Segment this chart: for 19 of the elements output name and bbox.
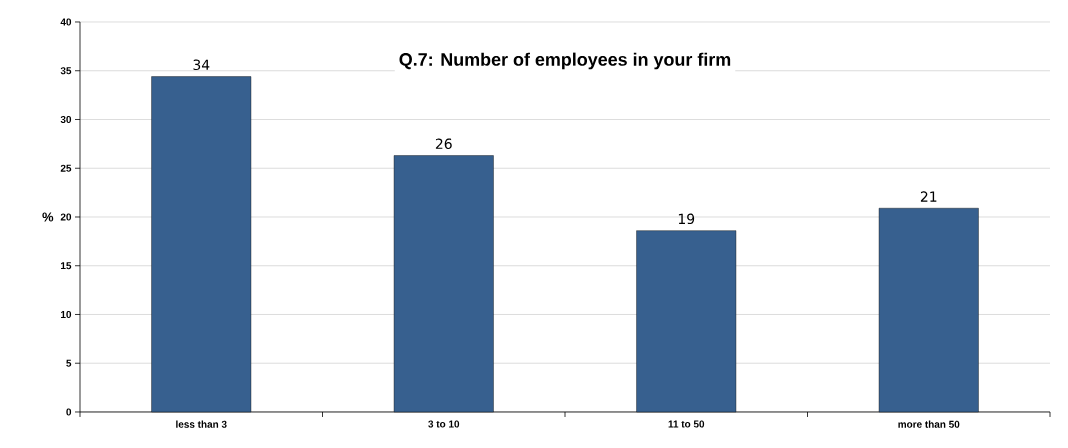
x-tick-label: more than 50 [898,420,960,428]
data-label: 19 [678,213,695,225]
text: Q.7: Number of employees in your firm [399,52,731,70]
y-tick-label: 20 [60,213,72,221]
data-label: 21 [920,191,937,202]
data-label: 26 [435,138,452,150]
y-tick-label: 15 [61,262,72,270]
y-axis-title: % [42,212,54,222]
y-tick-label: 40 [60,18,72,26]
x-tick-label: less than 3 [176,420,227,428]
x-tick-label: 11 to 50 [668,420,705,428]
y-tick-label: 35 [60,67,72,75]
y-tick-label: 10 [61,310,72,319]
x-tick-label: 3 to 10 [428,420,460,428]
y-tick-label: 30 [60,115,72,124]
data-label: 34 [193,59,210,71]
y-tick-label: 5 [66,359,72,367]
y-tick-label: 0 [66,408,72,416]
y-tick-label: 25 [60,164,72,172]
